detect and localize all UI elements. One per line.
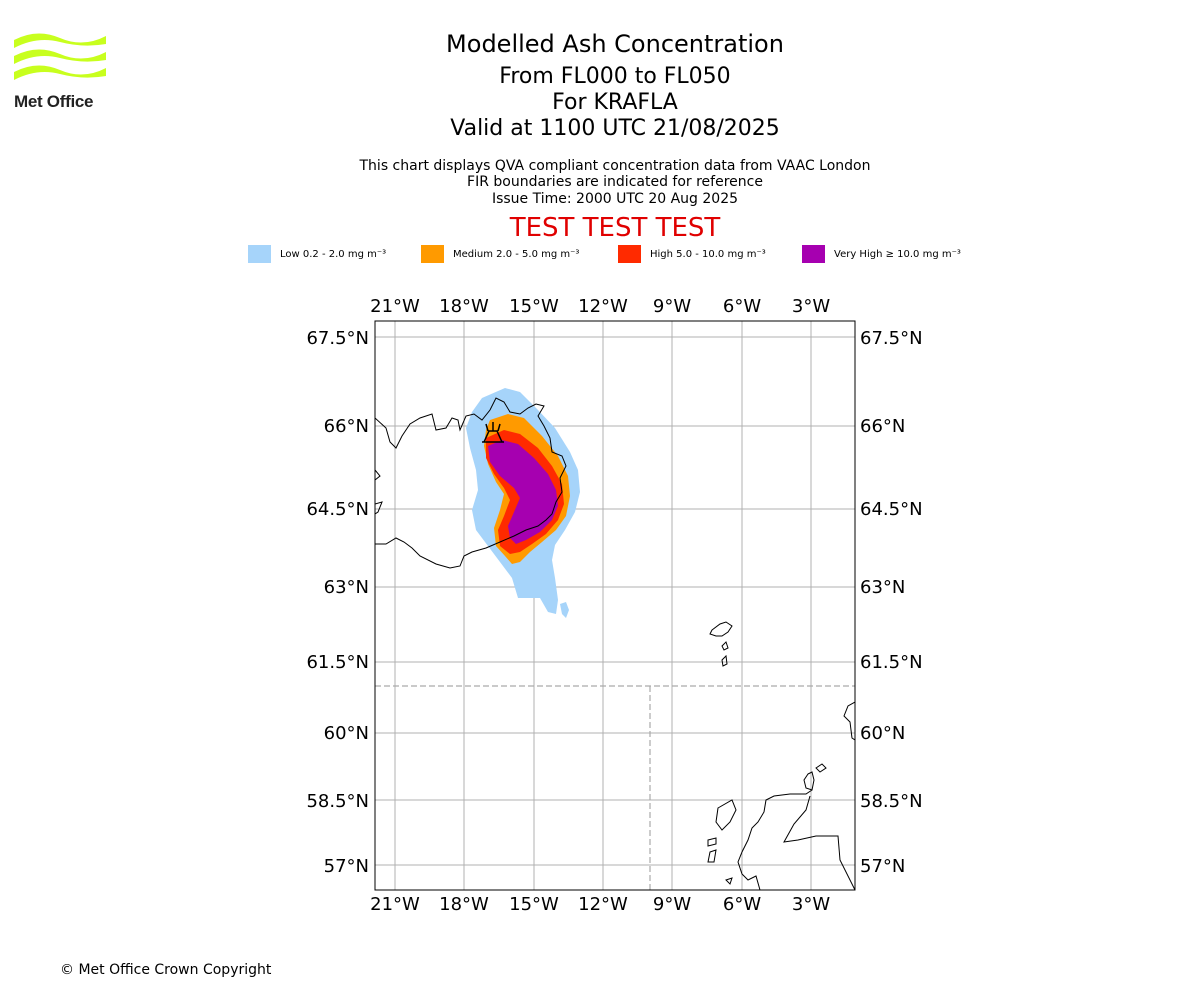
map-frame (374, 320, 856, 891)
lon-label-bottom: 15°W (509, 894, 559, 915)
lat-label-left: 57°N (324, 856, 369, 877)
lon-label-bottom: 9°W (653, 894, 691, 915)
graticule (375, 321, 855, 890)
copyright-notice: © Met Office Crown Copyright (60, 962, 272, 978)
met-office-logo (14, 33, 106, 80)
left-latitude-labels: 67.5°N 66°N 64.5°N 63°N 61.5°N 60°N 58.5… (306, 328, 369, 877)
scotland-coastline (707, 763, 855, 890)
legend-item-high: High 5.0 - 10.0 mg m⁻³ (618, 244, 766, 264)
legend-swatch-low (248, 245, 271, 263)
lat-label-right: 61.5°N (860, 652, 923, 673)
legend-item-medium: Medium 2.0 - 5.0 mg m⁻³ (421, 244, 579, 264)
volcano-subtitle: For KRAFLA (552, 90, 678, 115)
lon-label-bottom: 12°W (578, 894, 628, 915)
top-longitude-labels: 21°W 18°W 15°W 12°W 9°W 6°W 3°W (370, 296, 830, 317)
ash-very-high-region (488, 440, 558, 544)
volcano-icon (482, 422, 504, 443)
lon-label-bottom: 6°W (723, 894, 761, 915)
logo-wordmark: Met Office (14, 92, 94, 111)
lat-label-left: 67.5°N (306, 328, 369, 349)
test-banner: TEST TEST TEST (509, 213, 721, 243)
chart-title: Modelled Ash Concentration (446, 30, 784, 58)
faroe-islands (709, 621, 733, 667)
lon-label-top: 15°W (509, 296, 559, 317)
lon-label-bottom: 21°W (370, 894, 420, 915)
lon-label-top: 21°W (370, 296, 420, 317)
valid-time-subtitle: Valid at 1100 UTC 21/08/2025 (450, 116, 780, 141)
fir-boundaries (375, 685, 855, 890)
ash-low-fragment (560, 602, 569, 618)
lat-label-left: 63°N (324, 577, 369, 598)
lat-label-right: 60°N (860, 723, 905, 744)
legend-item-very-high: Very High ≥ 10.0 mg m⁻³ (802, 244, 961, 264)
legend-swatch-very-high (802, 245, 825, 263)
lon-label-top: 12°W (578, 296, 628, 317)
lat-label-right: 58.5°N (860, 791, 923, 812)
iceland-coastline (375, 397, 567, 569)
lon-label-top: 9°W (653, 296, 691, 317)
lat-label-right: 57°N (860, 856, 905, 877)
legend-swatch-high (618, 245, 641, 263)
lon-label-bottom: 18°W (439, 894, 489, 915)
legend-label-low: Low 0.2 - 2.0 mg m⁻³ (280, 248, 387, 260)
lat-label-left: 64.5°N (306, 499, 369, 520)
iceland-westfjords (375, 469, 383, 515)
fir-note: FIR boundaries are indicated for referen… (467, 174, 763, 190)
lat-label-right: 64.5°N (860, 499, 923, 520)
flight-level-subtitle: From FL000 to FL050 (499, 64, 731, 89)
shetland-islands (843, 701, 855, 741)
legend-swatch-medium (421, 245, 444, 263)
lat-label-right: 67.5°N (860, 328, 923, 349)
map-content (375, 321, 855, 890)
lat-label-right: 63°N (860, 577, 905, 598)
lon-label-bottom: 3°W (792, 894, 830, 915)
lon-label-top: 3°W (792, 296, 830, 317)
legend-label-very-high: Very High ≥ 10.0 mg m⁻³ (834, 248, 961, 260)
lat-label-left: 66°N (324, 416, 369, 437)
description-note: This chart displays QVA compliant concen… (359, 158, 871, 174)
lat-label-left: 61.5°N (306, 652, 369, 673)
lat-label-left: 60°N (324, 723, 369, 744)
legend-label-medium: Medium 2.0 - 5.0 mg m⁻³ (453, 248, 580, 260)
lon-label-top: 18°W (439, 296, 489, 317)
legend-label-high: High 5.0 - 10.0 mg m⁻³ (650, 248, 766, 260)
lat-label-left: 58.5°N (306, 791, 369, 812)
lon-label-top: 6°W (723, 296, 761, 317)
lat-label-right: 66°N (860, 416, 905, 437)
issue-time: Issue Time: 2000 UTC 20 Aug 2025 (491, 191, 739, 207)
bottom-longitude-labels: 21°W 18°W 15°W 12°W 9°W 6°W 3°W (370, 894, 830, 915)
right-latitude-labels: 67.5°N 66°N 64.5°N 63°N 61.5°N 60°N 58.5… (860, 328, 923, 877)
legend-item-low: Low 0.2 - 2.0 mg m⁻³ (248, 244, 386, 264)
